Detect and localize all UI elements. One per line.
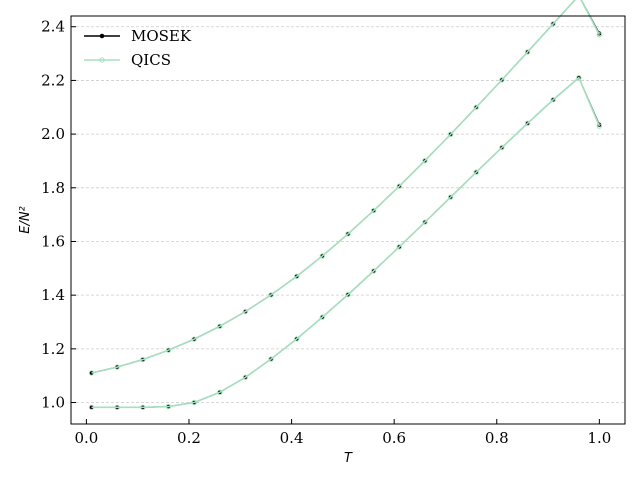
y-axis-label: E/N² [18,206,33,234]
data-point-qics [473,169,479,175]
data-point-qics [88,370,95,376]
data-point-qics [345,291,351,298]
data-point-qics [165,347,172,353]
x-tick-label: 0.4 [280,429,304,447]
data-point-qics [217,389,223,396]
x-tick-label: 0.2 [177,429,201,447]
x-axis: 0.0 0.2 0.4 0.6 0.8 1.0 [74,419,611,447]
legend-label-mosek: MOSEK [131,27,192,45]
data-point-qics [499,144,505,151]
y-tick-label: 1.2 [41,340,65,358]
data-point-qics [242,308,249,315]
data-point-qics [396,183,402,189]
data-point-qics [268,292,274,298]
x-tick-label: 0.8 [485,429,509,447]
data-point-qics [422,157,428,164]
legend-entry-mosek: MOSEK [84,27,192,45]
data-point-qics [294,336,300,342]
x-tick-label: 1.0 [587,429,611,447]
data-point-qics [294,273,300,280]
data-point-qics [114,404,120,411]
data-point-qics [422,219,428,225]
y-tick-label: 2.2 [41,71,65,89]
y-tick-label: 1.0 [41,394,65,412]
data-point-qics [550,97,556,103]
x-tick-label: 0.0 [74,429,98,447]
series-layer [88,0,603,411]
data-point-qics [217,323,223,329]
y-tick-label: 1.8 [41,179,65,197]
data-point-qics [596,123,603,129]
data-point-qics [447,131,454,138]
data-point-qics [140,404,146,411]
data-point-qics [165,403,172,410]
y-axis: 1.0 1.2 1.4 1.6 1.8 2.0 2.2 2.4 [41,18,76,412]
x-tick-label: 0.6 [382,429,406,447]
legend-label-qics: QICS [131,51,171,69]
data-point-qics [447,194,454,200]
data-point-qics [319,314,326,320]
data-point-qics [140,356,146,363]
data-point-qics [596,32,603,38]
y-tick-label: 1.4 [41,286,65,304]
y-tick-label: 2.4 [41,18,65,36]
data-point-qics [550,21,556,27]
plot-frame [70,15,626,425]
data-point-qics [524,120,531,127]
data-point-qics [242,374,249,380]
data-point-qics [576,75,582,81]
data-point-qics [319,253,326,259]
y-tick-label: 1.6 [41,232,65,250]
x-axis-label: T [344,451,353,466]
data-point-qics [499,77,505,83]
series-line-qics [91,0,601,374]
data-point-qics [114,364,120,370]
legend-marker-qics [99,57,105,63]
legend: MOSEK QICS [84,27,192,69]
data-point-qics [370,207,377,214]
data-point-qics [396,244,402,250]
y-tick-label: 2.0 [41,125,65,143]
series-line-qics [91,76,601,409]
data-point-qics [524,49,531,55]
grid [71,26,625,403]
data-point-qics [88,404,95,411]
data-point-qics [473,104,479,110]
data-point-qics [191,336,197,342]
legend-marker-mosek [99,33,105,39]
data-point-qics [191,399,197,406]
data-point-qics [268,356,274,362]
data-point-qics [370,268,377,274]
data-point-qics [345,231,351,237]
legend-entry-qics: QICS [84,51,171,69]
